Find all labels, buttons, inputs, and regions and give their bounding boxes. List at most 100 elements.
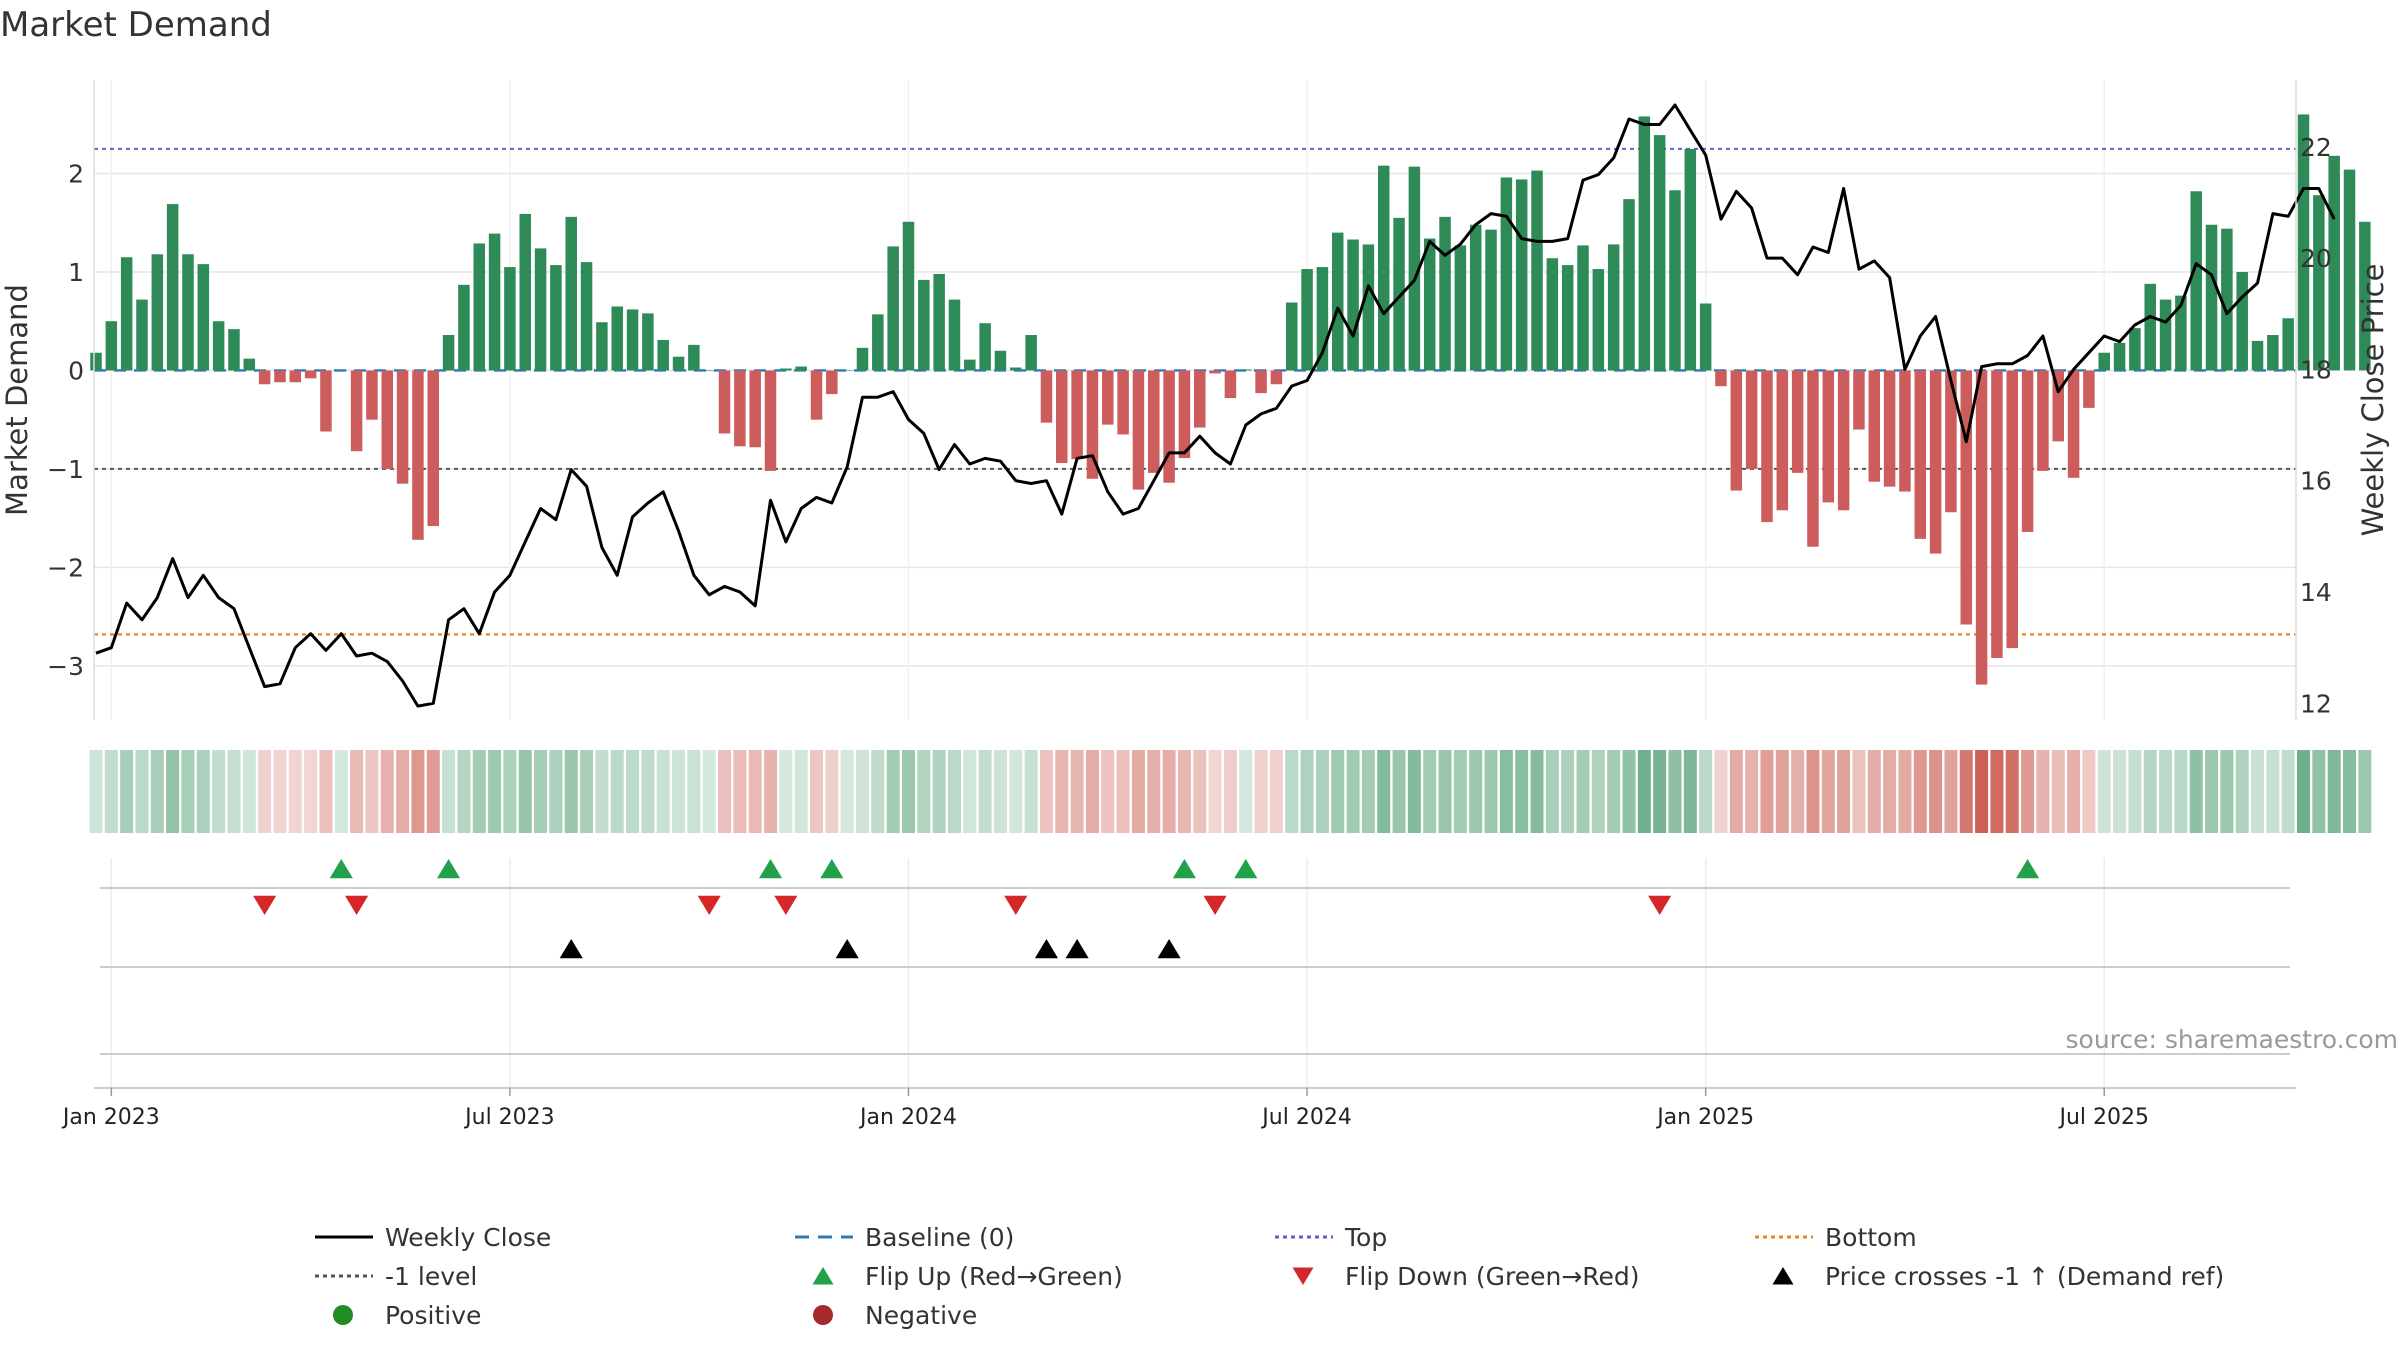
demand-bar xyxy=(120,257,133,371)
demand-bar xyxy=(1945,370,1957,513)
demand-bar xyxy=(1148,370,1160,473)
chart-title: Market Demand xyxy=(0,5,272,45)
heat-strip-cell xyxy=(1944,750,1958,833)
demand-bar xyxy=(841,370,853,371)
demand-bar xyxy=(1653,135,1666,371)
demand-bar xyxy=(1561,265,1574,371)
heat-strip-cell xyxy=(1101,750,1115,833)
y-left-axis-title: Market Demand xyxy=(0,284,34,516)
heat-strip-cell xyxy=(1239,750,1253,833)
heat-strip-cell xyxy=(687,750,701,833)
heat-strip-cell xyxy=(1377,750,1391,833)
legend-item: Baseline (0) xyxy=(795,1223,1014,1252)
demand-bar xyxy=(611,306,623,371)
source-note: source: sharemaestro.com xyxy=(2066,1025,2399,1054)
demand-bar xyxy=(979,323,991,371)
heat-strip-cell xyxy=(1576,750,1590,833)
demand-bar xyxy=(933,273,945,371)
demand-bar xyxy=(1975,370,1988,685)
heat-strip-cell xyxy=(1668,750,1682,833)
demand-bar xyxy=(1669,190,1681,371)
legend-label: Bottom xyxy=(1825,1223,1917,1252)
demand-bar xyxy=(2190,191,2202,371)
heat-strip-cell xyxy=(1453,750,1467,833)
demand-bar xyxy=(672,356,685,371)
heat-strip-cell xyxy=(2143,750,2157,833)
demand-bar xyxy=(1868,370,1881,482)
heat-strip-cell xyxy=(1714,750,1728,833)
heat-strip-cell xyxy=(1653,750,1667,833)
legend-item: Negative xyxy=(813,1301,977,1330)
y-left-tick-label: 1 xyxy=(68,258,84,287)
heat-strip-cell xyxy=(549,750,563,833)
demand-bar xyxy=(1423,238,1436,371)
demand-bar xyxy=(948,299,961,371)
heat-strip-cell xyxy=(1177,750,1191,833)
heat-strip-cell xyxy=(1300,750,1314,833)
y-right-axis-title: Weekly Close Price xyxy=(2356,264,2390,537)
demand-bar xyxy=(887,246,899,371)
heat-strip-cell xyxy=(1515,750,1529,833)
demand-bar xyxy=(795,366,807,371)
flip-down-marker xyxy=(774,895,798,915)
demand-bar xyxy=(1761,370,1773,523)
heat-strip-cell xyxy=(2051,750,2065,833)
demand-bar xyxy=(2129,328,2141,371)
demand-bar xyxy=(182,254,194,371)
heat-strip-cell xyxy=(2266,750,2280,833)
heat-strip-cell xyxy=(779,750,793,833)
demand-bar xyxy=(872,314,884,371)
demand-bar xyxy=(994,350,1007,371)
demand-bar xyxy=(136,299,148,371)
demand-bar xyxy=(2236,272,2248,371)
demand-bar xyxy=(1469,224,1482,371)
heat-strip-cell xyxy=(488,750,502,833)
heat-strip-cell xyxy=(2189,750,2203,833)
demand-bar xyxy=(626,309,639,371)
demand-bar xyxy=(2098,352,2110,371)
heat-strip-cell xyxy=(702,750,716,833)
legend-item: Flip Up (Red→Green) xyxy=(812,1262,1123,1291)
heat-strip-cell xyxy=(641,750,655,833)
heat-strip-cell xyxy=(334,750,348,833)
legend-item: Flip Down (Green→Red) xyxy=(1292,1262,1640,1291)
demand-bar xyxy=(1010,367,1022,371)
demand-bar xyxy=(2282,318,2294,371)
demand-bar xyxy=(826,370,838,395)
heat-strip-cell xyxy=(1883,750,1897,833)
heat-strip-cell xyxy=(1745,750,1759,833)
heat-strip-cell xyxy=(610,750,624,833)
demand-bar xyxy=(1899,370,1911,492)
heat-strip-cell xyxy=(2251,750,2265,833)
demand-bars xyxy=(90,114,2371,685)
demand-bar xyxy=(2067,370,2080,478)
heat-strip-cell xyxy=(1637,750,1651,833)
y-right-tick-label: 20 xyxy=(2300,244,2332,273)
demand-bar xyxy=(274,370,286,383)
x-tick-label: Jul 2025 xyxy=(2057,1105,2149,1130)
heat-strip-cell xyxy=(411,750,425,833)
heat-strip-cell xyxy=(2097,750,2111,833)
demand-bar xyxy=(1377,165,1390,371)
price-cross-marker xyxy=(1065,939,1089,959)
heat-strip-cell xyxy=(503,750,517,833)
demand-bar xyxy=(1071,370,1083,460)
demand-bar xyxy=(1991,370,2003,658)
legend-item: Positive xyxy=(333,1301,481,1330)
demand-bar xyxy=(519,213,531,371)
demand-bar xyxy=(1255,370,1267,394)
demand-bar xyxy=(1194,370,1206,428)
demand-bar xyxy=(2343,169,2356,371)
demand-bar xyxy=(918,279,930,371)
heat-strip-cell xyxy=(947,750,961,833)
heat-strip-cell xyxy=(1913,750,1927,833)
demand-bar xyxy=(856,347,869,371)
demand-bar xyxy=(151,254,164,371)
heat-strip-cell xyxy=(350,750,364,833)
demand-bar xyxy=(2251,340,2264,371)
flip-down-marker xyxy=(1203,895,1227,915)
heat-strip-cell xyxy=(212,750,226,833)
heat-strip-cell xyxy=(518,750,532,833)
heat-strip-cell xyxy=(1469,750,1483,833)
heat-strip-cell xyxy=(1315,750,1329,833)
